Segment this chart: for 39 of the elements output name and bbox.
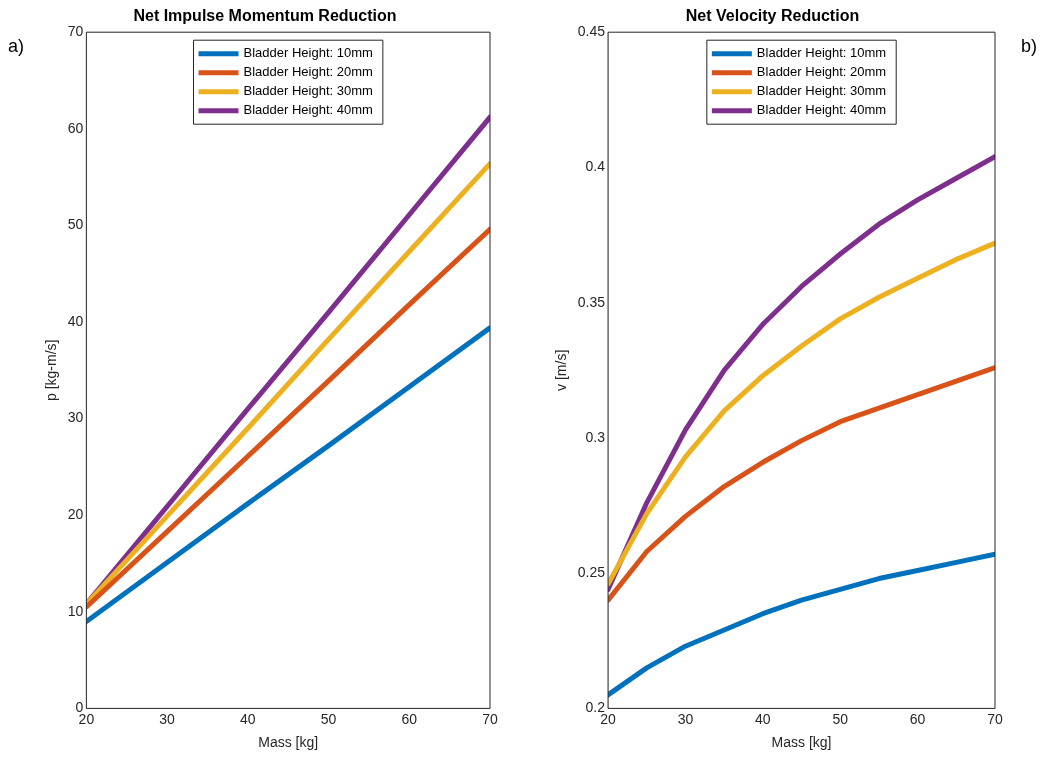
y-tick-label: 40 [67,312,84,329]
text: b) [1020,35,1037,56]
x-tick-label: 70 [987,710,1003,727]
x-tick-label: 40 [240,710,256,727]
y-axis-title: v [m/s] [553,349,570,391]
x-tick-label: 60 [401,710,418,727]
y-tick-label: 20 [67,506,84,523]
x-axis-title: Mass [kg] [258,734,319,751]
y-tick-label: 0.25 [577,564,606,581]
y-tick-label: 0.4 [585,158,606,175]
text: a) [8,35,25,56]
x-tick-label: 50 [320,710,337,727]
legend-label: Bladder Height: 10mm [756,45,887,61]
x-tick-label: 70 [482,710,498,727]
legend-label: Bladder Height: 20mm [243,64,373,80]
y-tick-label: 0.35 [577,293,606,310]
y-tick-label: 0.3 [585,428,606,445]
y-tick-label: 30 [67,409,84,426]
x-tick-label: 60 [909,710,926,727]
legend-label: Bladder Height: 30mm [243,83,373,99]
chart-title: Net Velocity Reduction [685,7,860,25]
legend-label: Bladder Height: 40mm [756,102,887,118]
y-tick-label: 50 [67,216,84,233]
y-axis-title: p [kg-m/s] [43,339,60,402]
x-tick-label: 50 [832,710,849,727]
legend-label: Bladder Height: 40mm [243,102,373,118]
y-tick-label: 0.45 [577,23,606,40]
chart-title: Net Impulse Momentum Reduction [133,7,397,25]
x-tick-label: 20 [600,710,617,727]
y-tick-label: 10 [67,602,84,619]
x-tick-label: 30 [677,710,694,727]
x-tick-label: 40 [755,710,771,727]
x-tick-label: 30 [159,710,176,727]
legend-label: Bladder Height: 10mm [243,45,373,61]
y-tick-label: 70 [67,23,84,40]
legend-label: Bladder Height: 30mm [756,83,887,99]
x-axis-title: Mass [kg] [771,734,832,751]
y-tick-label: 60 [67,119,84,136]
legend-label: Bladder Height: 20mm [756,64,887,80]
